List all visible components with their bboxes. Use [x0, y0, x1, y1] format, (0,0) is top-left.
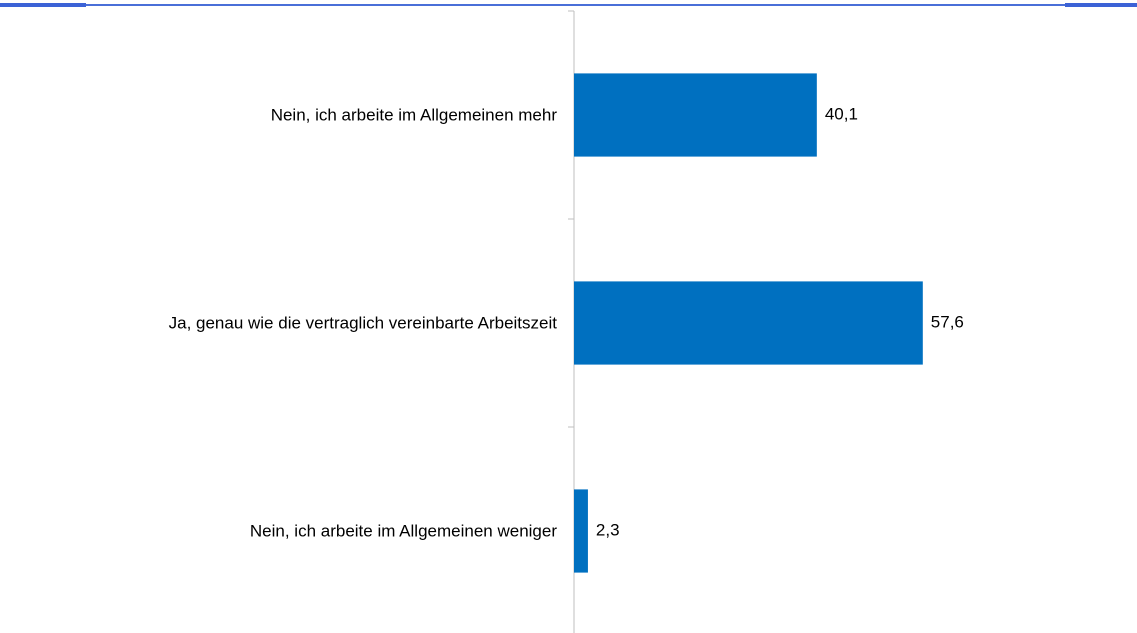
bar [574, 73, 817, 157]
value-label: 2,3 [596, 520, 620, 539]
value-label: 40,1 [825, 104, 858, 123]
bar [574, 489, 588, 573]
value-label: 57,6 [931, 312, 964, 331]
category-label: Nein, ich arbeite im Allgemeinen mehr [270, 105, 557, 125]
bar [574, 281, 923, 365]
category-label: Nein, ich arbeite im Allgemeinen weniger [249, 521, 557, 541]
category-label: Ja, genau wie die vertraglich vereinbart… [168, 313, 557, 333]
